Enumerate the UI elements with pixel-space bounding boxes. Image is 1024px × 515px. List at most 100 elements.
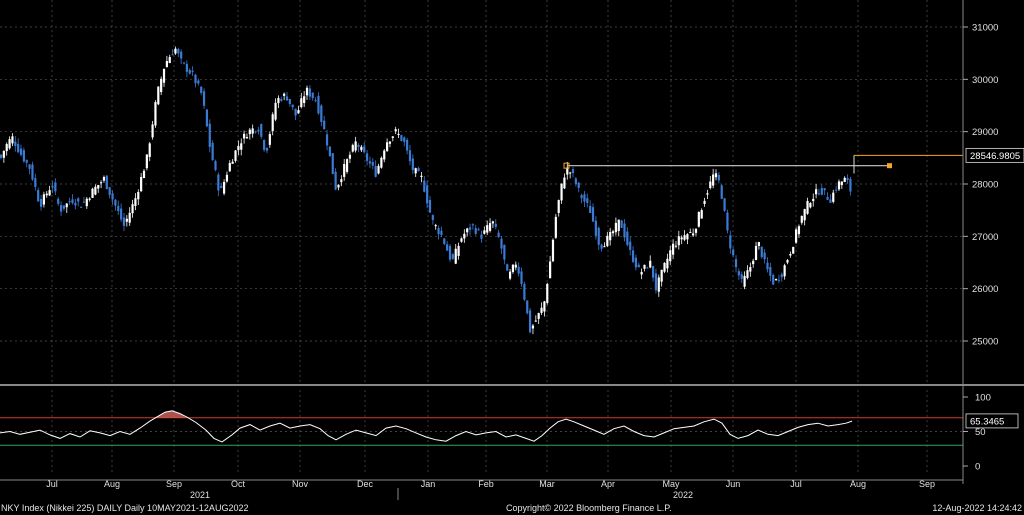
x-month-label: Mar [539,479,555,489]
candle-body [283,93,286,96]
candle-body [523,283,526,300]
candle-body [39,199,43,207]
candle-body [251,128,254,134]
candle-body [374,166,377,177]
candle-body [185,63,188,72]
candle-body [59,205,63,212]
candle-body [611,231,615,234]
resistance-trendline [563,154,963,174]
candle-body [609,232,612,241]
x-month-label: Aug [850,479,866,489]
candle-body [180,51,183,59]
candle-body [720,185,723,199]
candle-body [777,279,781,281]
candle-body [500,238,503,249]
candle-body [108,187,111,195]
candle-body [732,249,735,256]
candle-body [706,193,709,195]
candle-body [683,235,686,240]
candle-body [148,143,151,158]
candle-body [666,258,669,269]
last-value-label: 28546.9805 [970,151,1020,162]
candle-body [757,242,760,247]
candle-body [365,153,369,161]
candle-body [560,183,563,201]
candle-body [646,267,649,269]
candle-body [709,181,712,188]
candle-body [454,248,457,264]
candle-body [386,142,389,151]
candle-body [151,124,154,138]
candle-body [631,250,635,262]
x-month-label: Apr [601,479,615,489]
candle-body [477,229,480,231]
candle-body [669,250,672,262]
rsi-trace [0,410,853,443]
candle-body [594,220,597,236]
rsi-tick-label: 0 [975,462,980,473]
candle-body [237,146,240,151]
candle-body [25,160,28,163]
candle-body [726,212,729,231]
candle-body [448,246,452,260]
candle-body [2,150,5,158]
candle-body [414,168,417,174]
candle-body [626,231,629,245]
candle-body [51,185,54,188]
candle-body [583,194,586,202]
candle-body [637,264,640,268]
candle-body [686,234,689,240]
x-month-label: Jul [790,479,802,489]
candle-body [754,245,758,261]
candle-body [11,136,14,144]
x-month-label: Jul [46,479,58,489]
candle-body [737,271,740,276]
candle-body [114,199,117,206]
candle-body [794,229,798,243]
candle-body [586,198,589,203]
candle-body [443,238,446,245]
candle-body [165,61,168,68]
candle-body [649,260,652,268]
candle-body [340,179,343,183]
candle-body [345,159,349,172]
candle-body [168,56,171,63]
candle-body [540,307,543,313]
candle-body [577,182,580,188]
candle-body [457,245,460,256]
candle-body [97,184,100,189]
candle-body [77,198,80,202]
candle-body [829,199,832,203]
candle-body [57,198,60,204]
candle-body [8,139,11,149]
candle-body [217,174,220,191]
candle-body [571,169,575,174]
rsi-last-value-label: 65.3465 [970,416,1004,427]
candle-body [712,174,715,186]
candle-body [752,260,755,265]
candle-body [102,176,106,181]
candle-body [700,210,703,219]
candle-body [351,144,354,152]
candle-body [417,168,420,172]
candle-body [91,188,94,198]
year-label: 2021 [190,490,210,500]
candle-body [134,198,137,206]
candle-body [766,262,769,270]
candle-body [451,254,454,259]
candle-body [294,108,297,116]
candle-body [257,129,260,132]
candle-body [94,186,97,195]
candle-body [672,243,675,255]
candle-body [54,182,57,192]
candle-body [331,153,334,174]
candle-body [497,232,500,237]
candle-body [411,158,414,171]
y-tick-label: 28000 [972,180,998,191]
x-month-label: Aug [104,479,120,489]
candle-body [140,176,143,192]
candle-body [563,177,566,189]
y-tick-label: 26000 [972,284,998,295]
candle-body [428,199,432,213]
candle-body [843,177,846,183]
